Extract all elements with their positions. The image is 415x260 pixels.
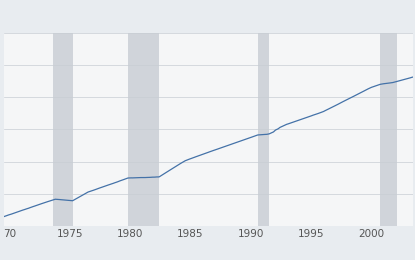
Bar: [381, 32, 397, 226]
Bar: [128, 32, 159, 226]
Bar: [258, 32, 269, 226]
Bar: [54, 32, 73, 226]
